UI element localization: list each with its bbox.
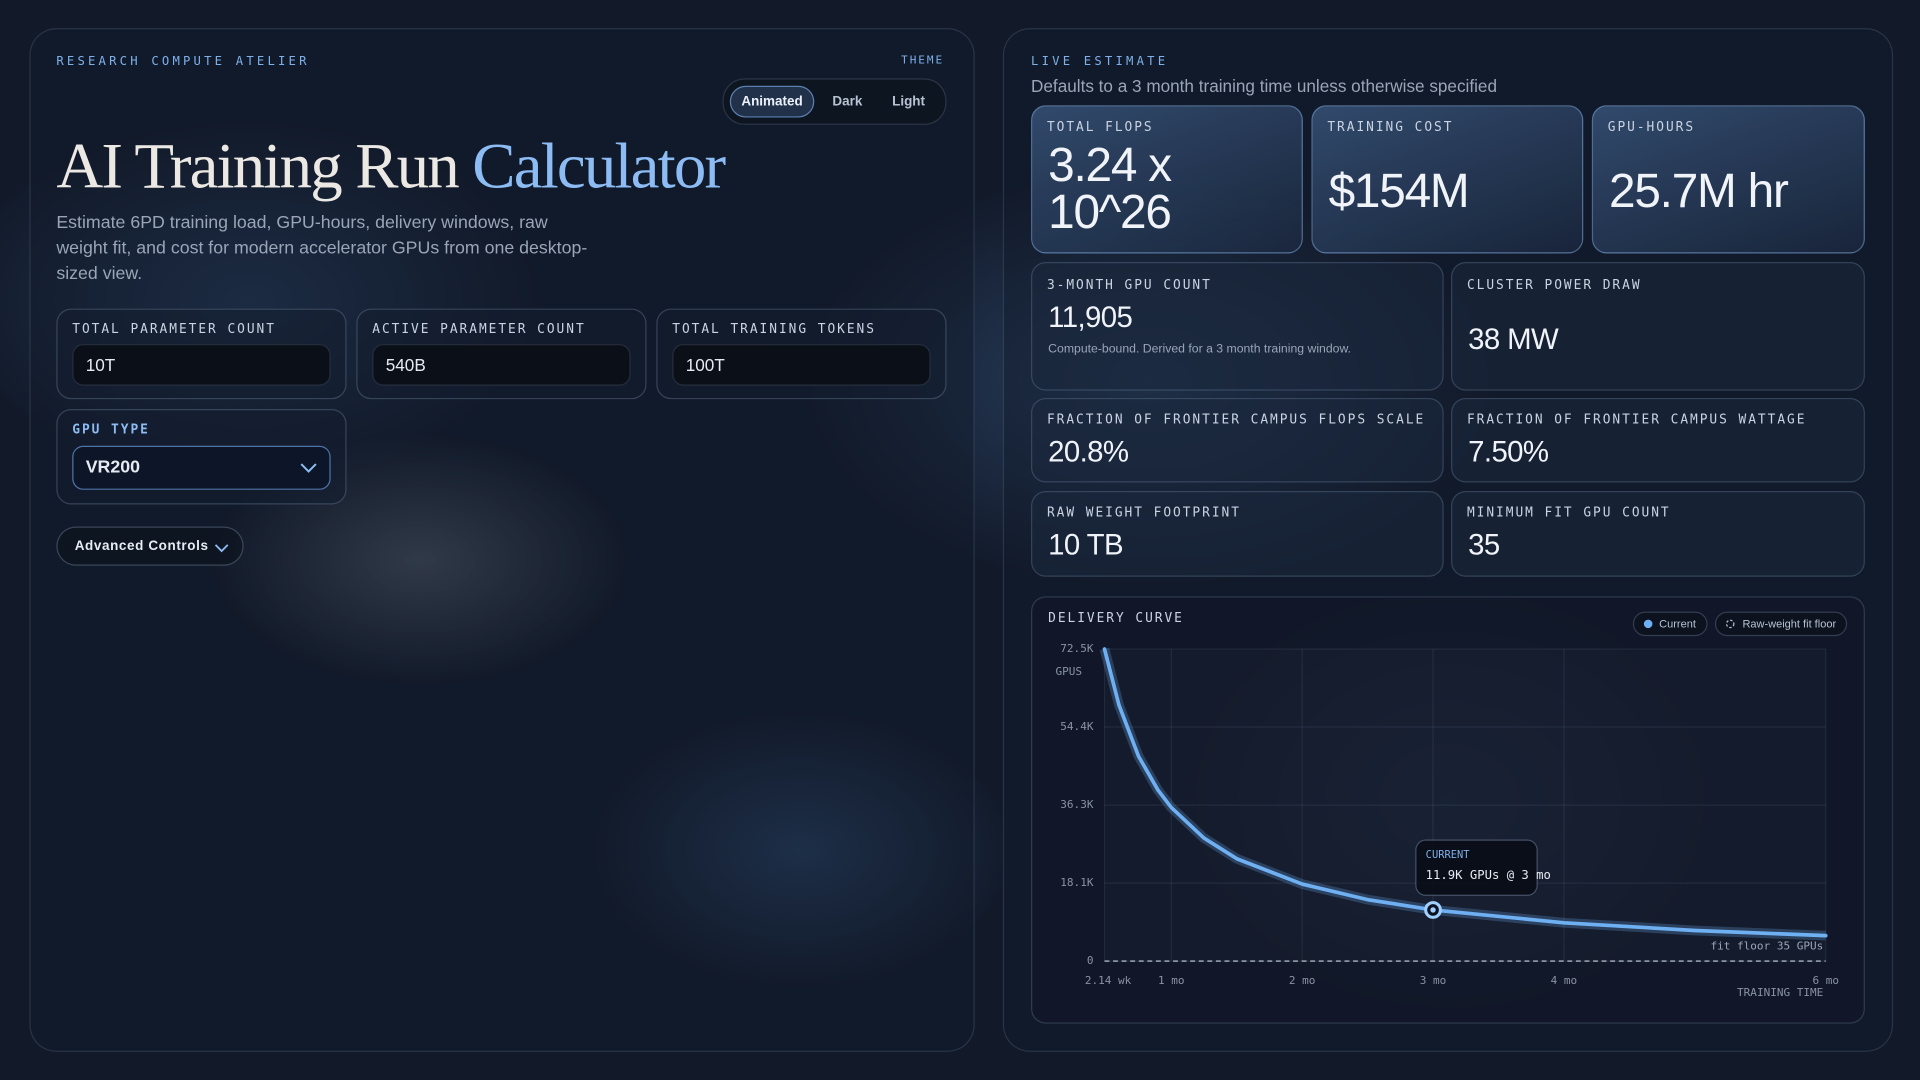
metric-value: 20.8% <box>1048 435 1129 469</box>
chart-title: DELIVERY CURVE <box>1048 611 1184 626</box>
metric-label: CLUSTER POWER DRAW <box>1466 277 1642 293</box>
metric-card: RAW WEIGHT FOOTPRINT 10 TB <box>1031 491 1444 577</box>
metric-label: FRACTION OF FRONTIER CAMPUS FLOPS SCALE <box>1046 412 1426 428</box>
legend-label: Raw-weight fit floor <box>1742 618 1836 630</box>
metric-label: RAW WEIGHT FOOTPRINT <box>1046 505 1241 521</box>
gpu-value: VR200 <box>85 457 141 478</box>
x-tick-label: 4 mo <box>1551 974 1578 987</box>
y-tick-label: 36.3K <box>1060 798 1094 811</box>
metric-value: 35 <box>1468 528 1500 563</box>
metric-value: 10 TB <box>1048 528 1123 563</box>
metric-value: 3.24 x 10^26 <box>1048 139 1172 239</box>
input-card: TOTAL PARAMETER COUNT 10T <box>56 308 347 400</box>
metric-value: 7.50% <box>1468 435 1549 469</box>
y-tick-label: 18.1K <box>1060 876 1094 889</box>
theme-option[interactable]: Animated <box>729 85 815 118</box>
theme-option[interactable]: Light <box>892 94 926 109</box>
legend-pill <box>1632 611 1708 637</box>
chart-card: DELIVERY CURVE Current Raw-weight fit fl… <box>1031 596 1865 1024</box>
metric-value: 11,905 <box>1048 301 1133 335</box>
delivery-chart: DELIVERY CURVE Current Raw-weight fit fl… <box>1048 611 1848 999</box>
x-tick-label: 1 mo <box>1158 974 1185 987</box>
metric-card: FRACTION OF FRONTIER CAMPUS FLOPS SCALE … <box>1031 397 1444 483</box>
input-card: ACTIVE PARAMETER COUNT 540B <box>356 308 647 400</box>
metric-card: GPU-HOURS 25.7M hr <box>1591 105 1865 254</box>
input-field[interactable]: 540B <box>372 344 631 386</box>
x-tick-label: 2 mo <box>1289 974 1316 987</box>
tooltip-label: 11.9K GPUs @ 3 mo <box>1426 868 1551 882</box>
advanced-toggle[interactable]: Advanced Controls <box>56 526 244 566</box>
y-axis-label: GPUS <box>1056 665 1083 678</box>
eyebrow: LIVE ESTIMATE <box>1031 55 1169 69</box>
legend-label: Current <box>1659 618 1696 630</box>
y-tick-label: 72.5K <box>1060 642 1094 655</box>
estimate-note: Defaults to a 3 month training time unle… <box>1031 75 1497 96</box>
metric-label: MINIMUM FIT GPU COUNT <box>1466 505 1671 521</box>
gpu-select[interactable]: VR200 <box>72 445 331 490</box>
metric-card: FRACTION OF FRONTIER CAMPUS WATTAGE 7.50… <box>1451 397 1865 483</box>
input-label: ACTIVE PARAMETER COUNT <box>372 322 586 337</box>
input-field[interactable]: 100T <box>672 344 931 386</box>
current-point-core <box>1430 907 1436 913</box>
theme-option[interactable]: Dark <box>832 94 863 109</box>
gpu-label: GPU TYPE <box>72 422 150 438</box>
metric-value: $154M <box>1328 165 1470 218</box>
metric-label: TRAINING COST <box>1327 120 1454 135</box>
x-tick-label: 3 mo <box>1420 974 1447 987</box>
tooltip-title: CURRENT <box>1426 849 1471 861</box>
curve <box>1102 647 1828 938</box>
chevron <box>214 544 229 553</box>
theme-toggle: Animated Dark Light <box>722 78 947 125</box>
metric-label: GPU-HOURS <box>1607 120 1696 135</box>
y-tick-label: 54.4K <box>1060 720 1094 733</box>
metric-label: 3-MONTH GPU COUNT <box>1046 277 1212 293</box>
metric-card: TRAINING COST $154M <box>1311 105 1584 254</box>
input-label: TOTAL PARAMETER COUNT <box>72 322 276 337</box>
legend-swatch <box>1725 619 1735 629</box>
metric-card: 3-MONTH GPU COUNT 11,905 Compute-bound. … <box>1031 262 1444 391</box>
chevron <box>300 463 317 473</box>
input-field[interactable]: 10T <box>72 344 331 386</box>
title-main: AI Training Run <box>56 131 459 203</box>
metric-label: TOTAL FLOPS <box>1046 120 1154 135</box>
metric-note: Compute-bound. Derived for a 3 month tra… <box>1048 342 1352 357</box>
metric-value: 38 MW <box>1468 323 1559 357</box>
x-tick-label: 6 mo <box>1812 974 1839 987</box>
legend-swatch <box>1643 619 1653 629</box>
input-card: TOTAL TRAINING TOKENS 100T <box>656 308 947 400</box>
advanced-label: Advanced Controls <box>74 538 209 554</box>
input-label: TOTAL TRAINING TOKENS <box>672 322 876 337</box>
gpu-card: GPU TYPE VR200 <box>56 408 347 505</box>
legend-pill <box>1714 611 1848 637</box>
eyebrow: RESEARCH COMPUTE ATELIER <box>56 55 310 69</box>
x-tick-label: 2.14 wk <box>1085 974 1132 987</box>
metric-value: 25.7M hr <box>1608 165 1789 218</box>
title: AI Training Run Calculator <box>56 130 726 203</box>
title-accent: Calculator <box>472 131 726 203</box>
description: Estimate 6PD training load, GPU-hours, d… <box>56 213 588 285</box>
fit-floor-label: fit floor 35 GPUs <box>1711 939 1824 952</box>
x-axis-label: TRAINING TIME <box>1737 986 1823 999</box>
metric-card: MINIMUM FIT GPU COUNT 35 <box>1451 491 1865 577</box>
tooltip <box>1415 839 1538 896</box>
metric-card: CLUSTER POWER DRAW 38 MW <box>1451 262 1865 391</box>
y-tick-label: 0 <box>1087 954 1094 967</box>
theme-label: THEME <box>901 55 945 68</box>
metric-card: TOTAL FLOPS 3.24 x 10^26 <box>1031 105 1303 254</box>
metric-label: FRACTION OF FRONTIER CAMPUS WATTAGE <box>1466 412 1807 428</box>
